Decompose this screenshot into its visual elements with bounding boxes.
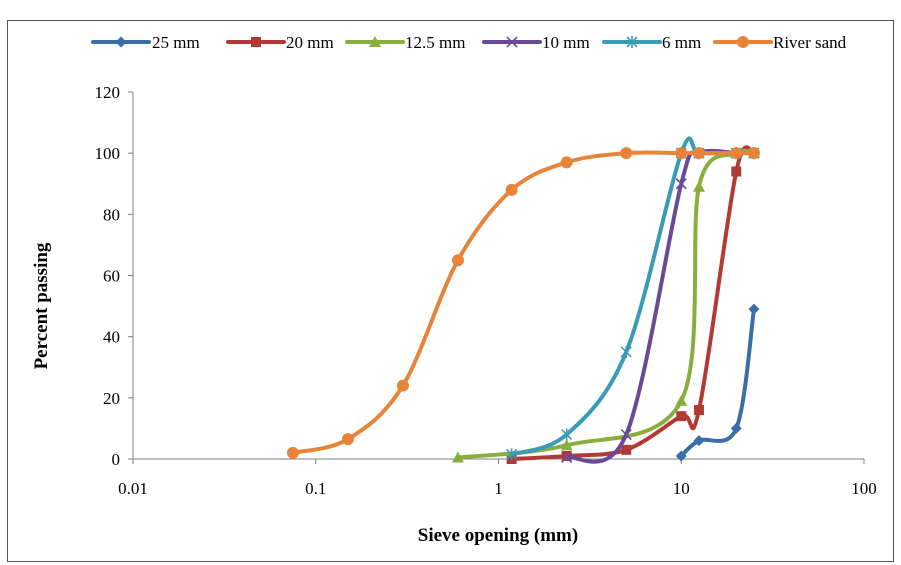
series-line — [679, 307, 756, 458]
axes: 0 20 40 60 80 100 120 0.01 0.1 1 10 100 — [95, 83, 877, 498]
data-point — [675, 450, 687, 462]
chart-frame — [7, 20, 894, 562]
legend-item: 6 mm — [602, 33, 701, 52]
legend-marker — [626, 36, 638, 48]
x-tick-label: 0.01 — [118, 479, 148, 498]
data-point — [505, 183, 518, 196]
y-tick-label: 40 — [103, 328, 120, 347]
legend-marker — [737, 36, 749, 48]
legend-item: 12.5 mm — [345, 33, 465, 52]
series-river-sand — [286, 147, 760, 459]
legend-label: 25 mm — [152, 33, 200, 52]
data-point — [620, 428, 632, 441]
data-point — [560, 439, 573, 451]
data-point — [730, 422, 742, 434]
data-point — [451, 451, 464, 463]
data-point — [675, 178, 687, 190]
data-point — [451, 254, 464, 267]
legend: 25 mm 20 mm 12.5 mm 10 mm 6 mm River sand — [91, 33, 847, 52]
legend-item: 20 mm — [226, 33, 334, 52]
data-point — [693, 435, 705, 447]
data-point — [748, 303, 760, 315]
legend-marker — [115, 36, 127, 48]
legend-label: 12.5 mm — [405, 33, 465, 52]
series-25-mm — [675, 303, 760, 462]
y-axis-title: Percent passing — [31, 242, 52, 369]
y-tick-label: 60 — [103, 267, 120, 286]
legend-label: River sand — [773, 33, 847, 52]
y-tick-label: 100 — [95, 144, 121, 163]
x-tick-label: 1 — [494, 479, 503, 498]
y-tick-label: 0 — [112, 450, 121, 469]
data-point — [561, 428, 573, 441]
legend-label: 20 mm — [286, 33, 334, 52]
x-tick-label: 0.1 — [305, 479, 326, 498]
y-tick-label: 120 — [95, 83, 121, 102]
data-point — [620, 345, 632, 358]
data-point — [396, 379, 409, 392]
y-tick-label: 80 — [103, 205, 120, 224]
legend-item: River sand — [713, 33, 847, 52]
data-point — [560, 156, 573, 169]
data-point — [621, 444, 632, 455]
data-point — [286, 446, 299, 459]
data-point — [341, 433, 354, 446]
x-axis-title: Sieve opening (mm) — [418, 525, 578, 546]
data-point — [675, 394, 688, 406]
x-tick-label: 100 — [851, 479, 877, 498]
data-point — [730, 147, 743, 160]
y-tick-label: 20 — [103, 389, 120, 408]
series-layer — [286, 136, 760, 464]
legend-marker — [369, 36, 381, 47]
legend-marker — [251, 37, 261, 47]
x-tick-label: 10 — [673, 479, 690, 498]
data-point — [675, 147, 688, 160]
legend-marker — [506, 36, 518, 48]
data-point — [561, 451, 573, 464]
data-point — [692, 180, 705, 192]
data-point — [693, 405, 704, 416]
legend-item: 10 mm — [482, 33, 590, 52]
data-point — [692, 147, 705, 160]
legend-label: 10 mm — [542, 33, 590, 52]
data-point — [620, 147, 633, 160]
data-point — [747, 147, 760, 160]
legend-item: 25 mm — [91, 33, 200, 52]
legend-label: 6 mm — [662, 33, 701, 52]
data-point — [506, 448, 518, 461]
data-point — [676, 411, 687, 422]
data-point — [731, 166, 742, 177]
